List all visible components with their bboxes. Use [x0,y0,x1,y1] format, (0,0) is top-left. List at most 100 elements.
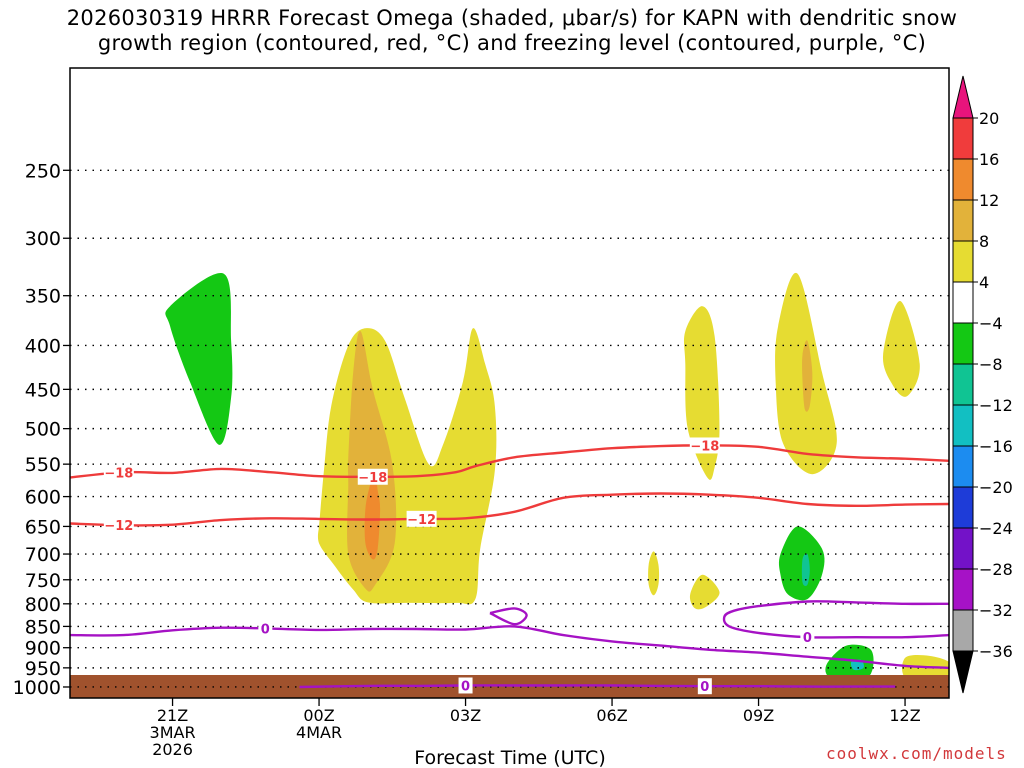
y-tick-label-550: 550 [25,454,61,476]
colorbar-bin-5 [952,322,974,365]
x-tick-label-09Z: 09Z [743,706,774,725]
contour-freezing-level-surface [299,684,896,689]
colorbar-label-12: −32 [979,601,1013,620]
contour-label-dgz-minus-18-2: −18 [690,439,719,454]
contour-lines [70,444,949,689]
omega-region-orange-core-07z [802,340,813,412]
y-tick-label-700: 700 [25,544,61,566]
contour-label-dgz-minus-18-0: −18 [104,467,133,482]
plot-frame [69,67,950,699]
x-tick-sublabel-00Z-0: 4MAR [296,723,342,742]
y-tick-label-600: 600 [25,487,61,509]
contour-label-dgz-minus-12-0: −12 [104,519,133,534]
contour-label-bg-dgz-minus-18-0 [103,464,134,481]
contour-label-bg-dgz-minus-12-0 [103,517,134,534]
colorbar-bin-6 [952,363,974,406]
colorbar-label-10: −24 [979,519,1013,538]
contour-freezing-level-upper [70,625,949,670]
omega-region-yellow-small-09z [882,300,920,397]
colorbar-label-2: 12 [979,191,999,210]
colorbar-over-triangle [952,75,974,119]
x-tick-label-21Z: 21Z [157,706,188,725]
contour-label-freezing-level-surface-1: 0 [700,680,709,695]
omega-region-yellow-small-05z [689,574,720,610]
colorbar-bin-0 [952,117,974,160]
omega-region-teal-core-07z [801,553,810,586]
omega-region-yellow-small-03z [648,551,660,596]
chart-title-line-1: 2026030319 HRRR Forecast Omega (shaded, … [66,6,958,30]
y-tick-label-650: 650 [25,516,61,538]
contour-label-freezing-level-lower-branch-0: 0 [803,631,812,646]
colorbar-label-1: 16 [979,150,999,169]
colorbar-label-11: −28 [979,560,1013,579]
contour-label-bg-freezing-level-surface-1 [697,678,712,695]
chart-title-line-2: growth region (contoured, red, °C) and f… [97,31,927,55]
colorbar-label-8: −16 [979,437,1013,456]
contour-label-dgz-minus-18-1: −18 [358,471,387,486]
pressure-axis: 2503003504004505005506006507007508008509… [13,160,70,699]
colorbar-bin-11 [952,568,974,611]
omega-shaded-regions [165,272,949,683]
x-tick-label-06Z: 06Z [596,706,627,725]
colorbar-label-0: 20 [979,109,999,128]
y-tick-label-1000: 1000 [13,677,61,699]
colorbar-label-5: −4 [979,314,1003,333]
colorbar-label-13: −36 [979,642,1013,661]
x-axis-label: Forecast Time (UTC) [414,747,605,768]
y-tick-label-800: 800 [25,594,61,616]
y-tick-label-450: 450 [25,379,61,401]
x-tick-label-03Z: 03Z [450,706,481,725]
x-tick-sublabel-21Z-1: 2026 [152,740,193,759]
contour-label-bg-freezing-level-lower-branch-0 [800,629,815,646]
contour-freezing-level-loop [489,607,528,626]
colorbar-bin-1 [952,158,974,201]
y-tick-label-300: 300 [25,228,61,250]
contour-labels: −18 −18 −18 −12 −12 0 0 0 0 [103,437,815,695]
omega-region-yellow-tall-05z [683,306,720,480]
omega-region-green-plume-21z [165,273,233,445]
omega-region-orange-core-00z [347,330,397,592]
contour-label-freezing-level-upper-0: 0 [261,623,270,638]
colorbar: 20 16 12 8 4 −4 −8 −12 −16 −20 −24 −28 −32 −36 [952,75,1013,694]
colorbar-bin-2 [952,199,974,242]
contour-label-bg-dgz-minus-12-1 [406,510,437,527]
omega-region-yellow-main-00z [317,328,497,605]
colorbar-under-triangle [952,650,974,694]
contour-label-freezing-level-surface-0: 0 [461,679,470,694]
colorbar-label-4: 4 [979,273,989,292]
contour-label-bg-freezing-level-upper-0 [258,620,273,637]
y-tick-label-950: 950 [25,658,61,680]
colorbar-label-3: 8 [979,232,989,251]
contour-label-bg-dgz-minus-18-2 [689,437,720,454]
colorbar-bin-7 [952,404,974,447]
y-tick-label-250: 250 [25,160,61,182]
contour-freezing-level-lower-branch [722,600,949,639]
contour-label-dgz-minus-12-1: −12 [407,513,436,528]
contour-dgz-minus-12 [70,492,949,527]
y-tick-label-400: 400 [25,335,61,357]
colorbar-bin-4 [952,281,974,324]
omega-region-red-core-01z [364,470,381,560]
omega-region-green-blob-08z [825,644,874,682]
colorbar-bin-3 [952,240,974,283]
colorbar-bin-8 [952,445,974,488]
colorbar-bin-10 [952,527,974,570]
x-tick-label-12Z: 12Z [889,706,920,725]
chart-title: 2026030319 HRRR Forecast Omega (shaded, … [0,6,1024,56]
credit-text: coolwx.com/models [826,744,1007,763]
x-tick-label-00Z: 00Z [303,706,334,725]
contour-label-bg-freezing-level-surface-0 [458,677,473,694]
y-tick-label-500: 500 [25,419,61,441]
y-tick-label-900: 900 [25,638,61,660]
colorbar-bin-9 [952,486,974,529]
colorbar-label-7: −12 [979,396,1013,415]
x-tick-sublabel-21Z-0: 3MAR [150,723,196,742]
y-tick-label-350: 350 [25,286,61,308]
omega-region-green-blob-07z [778,526,825,601]
contour-label-bg-dgz-minus-18-1 [357,468,388,485]
y-tick-label-850: 850 [25,616,61,638]
colorbar-bin-12 [952,609,974,652]
y-tick-label-750: 750 [25,570,61,592]
colorbar-label-6: −8 [979,355,1003,374]
